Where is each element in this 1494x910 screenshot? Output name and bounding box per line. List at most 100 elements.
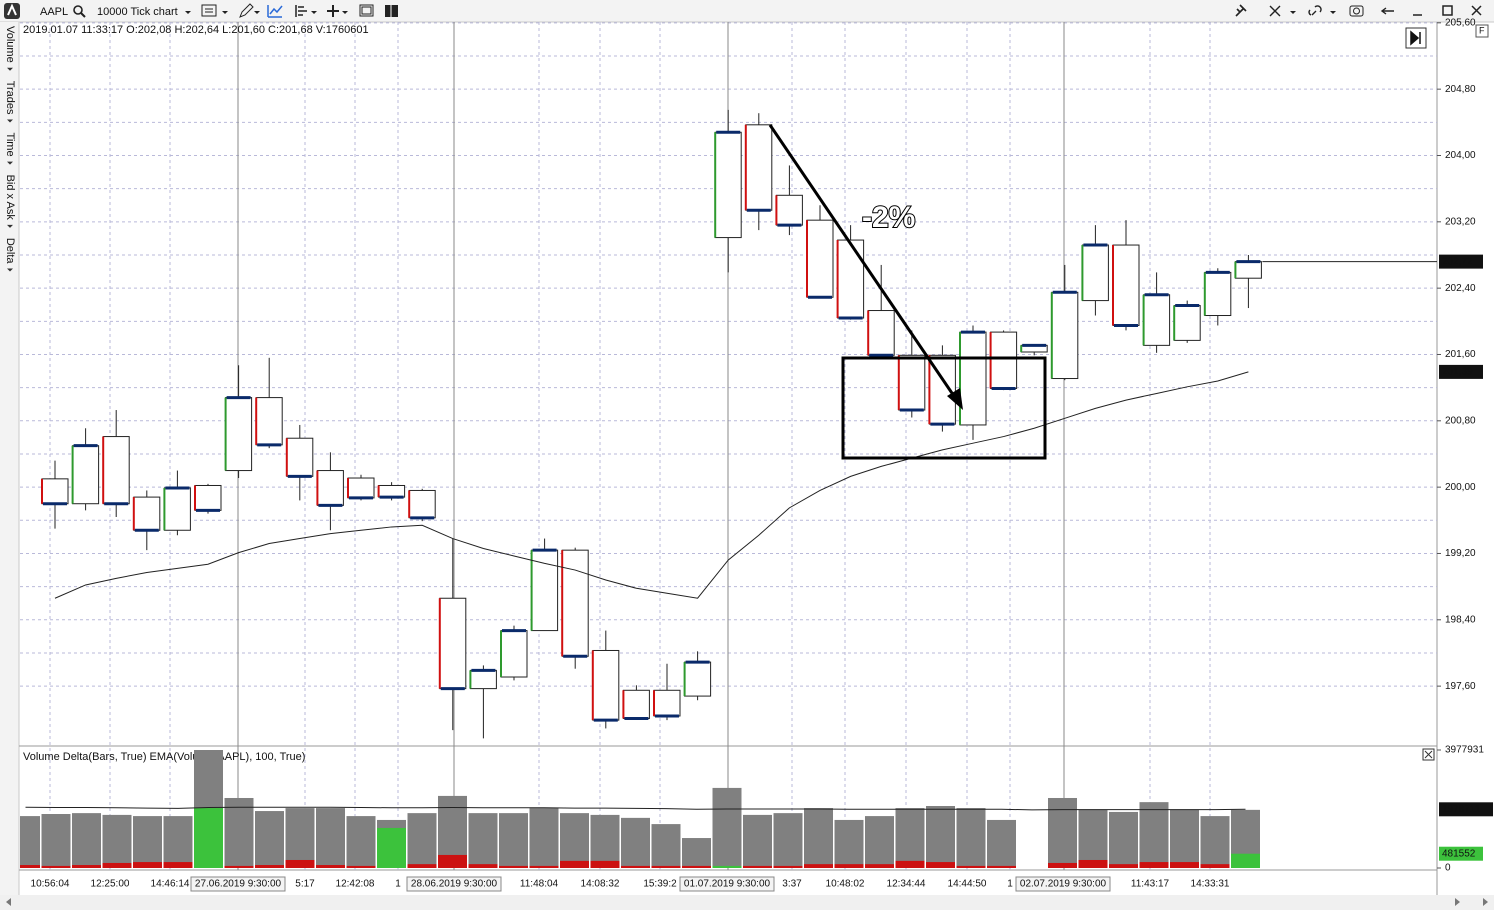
volume-bar [407, 813, 437, 868]
x-tick-label: 12:34:44 [887, 879, 926, 890]
delta-bar [590, 860, 620, 868]
candle-body [1143, 294, 1171, 346]
delta-bar [438, 854, 467, 868]
side-tab[interactable]: Delta [4, 238, 16, 265]
candle-body [133, 496, 161, 531]
y-tick-label: 201,60 [1445, 349, 1476, 360]
delta-bar [1048, 862, 1077, 868]
drawing-rectangle[interactable] [841, 356, 1047, 460]
candle-body [1234, 261, 1262, 279]
session-date-box [190, 876, 286, 892]
candle-body [408, 489, 436, 519]
delta-bar [194, 808, 223, 868]
delta-bar [163, 862, 193, 868]
window-controls[interactable] [1413, 5, 1482, 16]
volume-bar [865, 816, 894, 868]
side-tabs: Volume Trades Time Bid x Ask Delta [4, 26, 16, 272]
candle-body [72, 445, 100, 505]
y-tick-label: 202,40 [1445, 283, 1476, 294]
f-button[interactable]: F [1475, 24, 1489, 38]
delta-bar [316, 865, 345, 868]
candle-body [837, 239, 865, 319]
volume-bar [712, 787, 742, 868]
app-logo[interactable] [4, 3, 20, 19]
volume-bar [560, 813, 589, 868]
volume-bar [285, 808, 315, 868]
scrollbar[interactable] [0, 895, 1494, 910]
volume-tick-label: 3977931 [1445, 745, 1484, 756]
delta-bar [865, 864, 894, 868]
delta-last-label: 481552 [1442, 848, 1476, 859]
toolbar-icons[interactable] [201, 3, 1394, 18]
volume-bar [133, 816, 162, 868]
volume-bar [468, 813, 498, 868]
dropdown-arrow [185, 11, 191, 14]
delta-bar [224, 865, 254, 868]
x-tick-label: 11:48:04 [520, 879, 559, 890]
search-icon[interactable] [73, 5, 86, 18]
delta-bar [529, 865, 559, 868]
delta-bar [804, 864, 833, 868]
x-tick-label: 02.07.2019 9:30:00 [1020, 879, 1107, 890]
candle-body [806, 219, 834, 298]
side-tab[interactable]: Bid x Ask [4, 175, 16, 221]
volume-bar [1139, 802, 1169, 868]
side-tab-arrow [7, 268, 13, 272]
side-tab[interactable]: Trades [4, 81, 16, 115]
candle-body [1081, 244, 1109, 302]
volume-bars [20, 750, 1260, 868]
pane-button[interactable] [1405, 27, 1427, 49]
x-tick-label: 12:42:08 [336, 879, 375, 890]
y-tick-label: 200,00 [1445, 482, 1476, 493]
delta-bar [926, 862, 955, 868]
volume-bar [255, 811, 284, 868]
volume-bar [346, 816, 376, 868]
delta-bar [834, 864, 864, 868]
y-tick-label: 200,80 [1445, 415, 1476, 426]
symbol[interactable]: AAPL [40, 6, 68, 18]
delta-bar [377, 827, 406, 868]
drawing-arrow[interactable] [768, 124, 963, 410]
side-tab-arrow [7, 67, 13, 71]
volume-bar [773, 813, 803, 868]
side-tab-arrow [7, 119, 13, 123]
candle-body [745, 124, 773, 211]
candle-body [469, 669, 497, 690]
x-tick-label: 14:33:31 [1191, 879, 1230, 890]
x-tick-label: 10:48:02 [826, 879, 865, 890]
delta-bar [773, 865, 803, 868]
x-tick-label: 14:08:32 [581, 879, 620, 890]
delta-bar [621, 865, 650, 868]
volume-bar [72, 813, 101, 868]
side-tab[interactable]: Time [4, 133, 16, 157]
side-tab-strip [0, 22, 19, 895]
y-tick-label: 198,40 [1445, 614, 1476, 625]
session-date-box [679, 876, 775, 892]
vertical-grid [49, 22, 1211, 870]
volume-bar [834, 819, 864, 868]
delta-bar [1109, 864, 1138, 868]
ema-price-box [1439, 364, 1483, 379]
volume-bar [743, 814, 772, 868]
volume-bar [499, 813, 528, 868]
volume-ema-label: 1978711 [1442, 804, 1481, 815]
volume-bar [651, 824, 681, 868]
candle-body [255, 397, 283, 446]
last-price-label: 202,72 [1442, 256, 1473, 267]
side-tab-arrow [7, 161, 13, 165]
candle-body [163, 487, 191, 531]
svg-text:F: F [1479, 25, 1485, 35]
ohlc-info: 2019.01.07 11:33:17 O:202,08 H:202,64 L:… [23, 24, 369, 36]
candle-body [102, 436, 130, 505]
delta-bar [956, 865, 986, 868]
y-tick-label: 204,00 [1445, 150, 1476, 161]
volume-bar [682, 838, 711, 868]
side-tab[interactable]: Volume [4, 26, 16, 63]
pane-close[interactable] [1422, 748, 1435, 761]
delta-bar [1170, 862, 1199, 868]
annotation-text[interactable]: -2% [861, 200, 916, 235]
marks [41, 109, 1262, 739]
chart-type[interactable]: 10000 Tick chart [97, 6, 178, 18]
volume-bar [1109, 811, 1138, 868]
delta-bar [743, 865, 772, 868]
